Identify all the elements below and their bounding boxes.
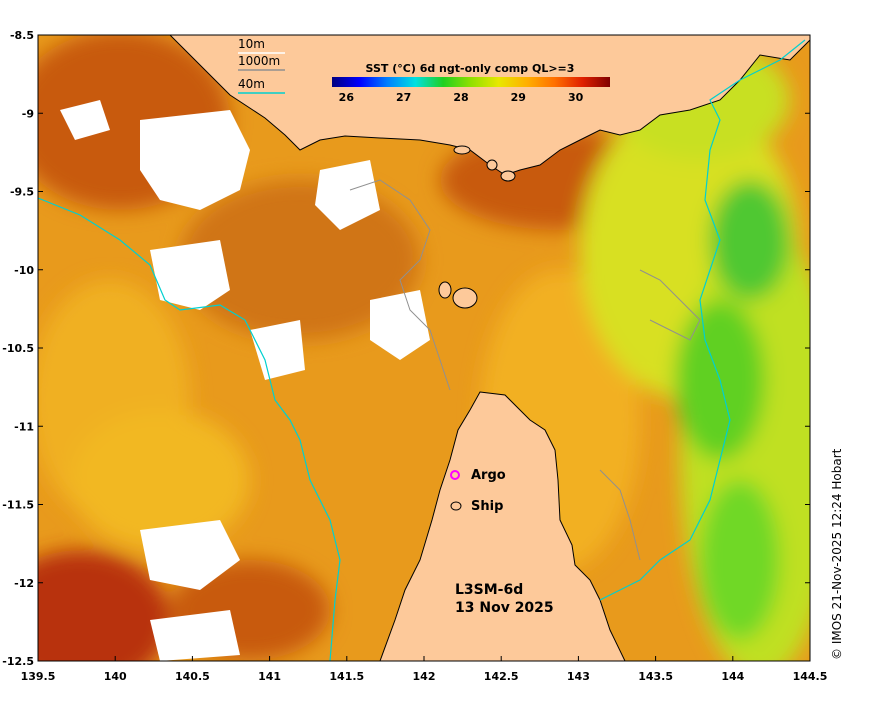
- colorbar-tick-label: 28: [453, 91, 468, 104]
- y-axis: -8.5 -9 -9.5 -10 -10.5 -11 -11.5 -12 -12.5: [2, 29, 810, 668]
- isobath-40m: [38, 39, 806, 661]
- credit-text: © IMOS 21-Nov-2025 12:24 Hobart: [830, 448, 844, 660]
- ship-marker-icon: [450, 501, 462, 511]
- colorbar-title: SST (°C) 6d ngt-only comp QL>=3: [366, 62, 575, 75]
- y-tick-label: -11.5: [2, 499, 34, 512]
- y-tick-label: -9: [22, 107, 34, 120]
- isobath-1000m: [349, 179, 701, 561]
- no-data-patches: [60, 100, 430, 661]
- colorbar: SST (°C) 6d ngt-only comp QL>=3 26 27 28 29…: [332, 62, 610, 104]
- x-tick-label: 142.5: [484, 670, 519, 683]
- sst-field: [38, 35, 810, 661]
- colorbar-tick-label: 30: [568, 91, 584, 104]
- y-tick-label: -8.5: [10, 29, 34, 42]
- x-tick-label: 141.5: [329, 670, 364, 683]
- colorbar-tick-label: 29: [511, 91, 526, 104]
- y-tick-label: -11: [14, 420, 34, 433]
- y-tick-label: -12: [14, 577, 34, 590]
- x-tick-label: 140: [104, 670, 127, 683]
- colorbar-ticks: 26 27 28 29 30: [339, 91, 584, 104]
- x-tick-label: 140.5: [175, 670, 210, 683]
- y-tick-label: -12.5: [2, 655, 34, 668]
- x-tick-label: 141: [258, 670, 281, 683]
- marker-legend: Argo Ship: [450, 468, 506, 514]
- x-axis: 139.5 140 140.5 141 141.5 142 142.5 143 143.5 144…: [21, 656, 828, 683]
- x-tick-label: 142: [413, 670, 436, 683]
- colorbar-tick-label: 26: [339, 91, 355, 104]
- x-tick-label: 143: [567, 670, 590, 683]
- depth-label-1000m: 1000m: [238, 54, 280, 68]
- x-tick-label: 144.5: [793, 670, 828, 683]
- x-tick-label: 143.5: [638, 670, 673, 683]
- land-cape-york: [379, 391, 626, 661]
- colorbar-tick-label: 27: [396, 91, 411, 104]
- depth-label-40m: 40m: [238, 77, 265, 91]
- x-tick-label: 144: [721, 670, 744, 683]
- product-name: L3SM-6d: [455, 582, 523, 598]
- colorbar-gradient: [332, 77, 610, 87]
- x-tick-label: 139.5: [21, 670, 56, 683]
- depth-legend: 10m 1000m 40m: [238, 37, 285, 94]
- product-date: 13 Nov 2025: [455, 600, 554, 616]
- y-tick-label: -10.5: [2, 342, 34, 355]
- argo-label: Argo: [471, 468, 506, 483]
- depth-label-10m: 10m: [238, 37, 265, 51]
- argo-marker-icon: [450, 470, 460, 480]
- y-tick-label: -9.5: [10, 186, 34, 199]
- ship-label: Ship: [471, 499, 503, 514]
- y-tick-label: -10: [14, 264, 34, 277]
- islands: [438, 145, 516, 309]
